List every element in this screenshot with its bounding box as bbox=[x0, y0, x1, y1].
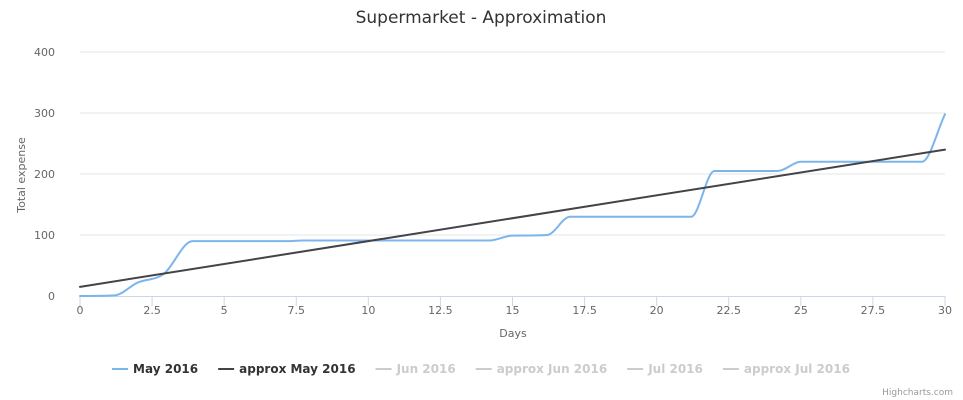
x-tick-label: 12.5 bbox=[428, 304, 453, 317]
series-line-0 bbox=[79, 113, 946, 297]
series-line-1 bbox=[79, 148, 946, 288]
legend-label: approx May 2016 bbox=[239, 362, 355, 376]
legend: May 2016 approx May 2016 Jun 2016 approx Ju… bbox=[112, 362, 850, 376]
x-tick-label: 17.5 bbox=[572, 304, 597, 317]
legend-label: approx Jun 2016 bbox=[497, 362, 607, 376]
x-axis-title: Days bbox=[499, 327, 527, 340]
series-layer bbox=[79, 113, 946, 297]
y-tick-label: 300 bbox=[34, 107, 55, 120]
chart-title: Supermarket - Approximation bbox=[356, 8, 607, 28]
credits-link[interactable]: Highcharts.com bbox=[882, 388, 953, 398]
x-tick-label: 30 bbox=[938, 304, 952, 317]
grid-lines bbox=[80, 51, 945, 236]
x-tick-label: 5 bbox=[221, 304, 228, 317]
legend-item-2[interactable]: Jun 2016 bbox=[375, 362, 456, 376]
legend-label: Jul 2016 bbox=[647, 362, 703, 376]
x-tick-label: 10 bbox=[361, 304, 375, 317]
x-axis: 0 2.5 5 7.5 10 12.5 15 17.5 20 22.5 25 27.5 30 bbox=[77, 296, 952, 317]
x-tick-label: 27.5 bbox=[861, 304, 886, 317]
x-tick-label: 0 bbox=[77, 304, 84, 317]
y-axis-title: Total expense bbox=[15, 137, 28, 214]
x-tick-label: 2.5 bbox=[143, 304, 161, 317]
legend-item-0[interactable]: May 2016 bbox=[112, 362, 198, 376]
y-tick-label: 0 bbox=[48, 290, 55, 303]
legend-label: May 2016 bbox=[133, 362, 198, 376]
legend-item-3[interactable]: approx Jun 2016 bbox=[475, 362, 607, 376]
legend-item-5[interactable]: approx Jul 2016 bbox=[722, 362, 850, 376]
x-tick-label: 15 bbox=[506, 304, 520, 317]
y-tick-label: 400 bbox=[34, 46, 55, 59]
legend-item-1[interactable]: approx May 2016 bbox=[218, 362, 356, 376]
x-tick-label: 22.5 bbox=[717, 304, 742, 317]
legend-label: approx Jul 2016 bbox=[744, 362, 850, 376]
y-tick-label: 100 bbox=[34, 229, 55, 242]
y-axis-ticks: 0 100 200 300 400 bbox=[34, 46, 55, 303]
x-tick-label: 7.5 bbox=[288, 304, 306, 317]
legend-label: Jun 2016 bbox=[396, 362, 456, 376]
x-tick-label: 20 bbox=[650, 304, 664, 317]
y-tick-label: 200 bbox=[34, 168, 55, 181]
legend-item-4[interactable]: Jul 2016 bbox=[627, 362, 703, 376]
x-tick-label: 25 bbox=[794, 304, 808, 317]
